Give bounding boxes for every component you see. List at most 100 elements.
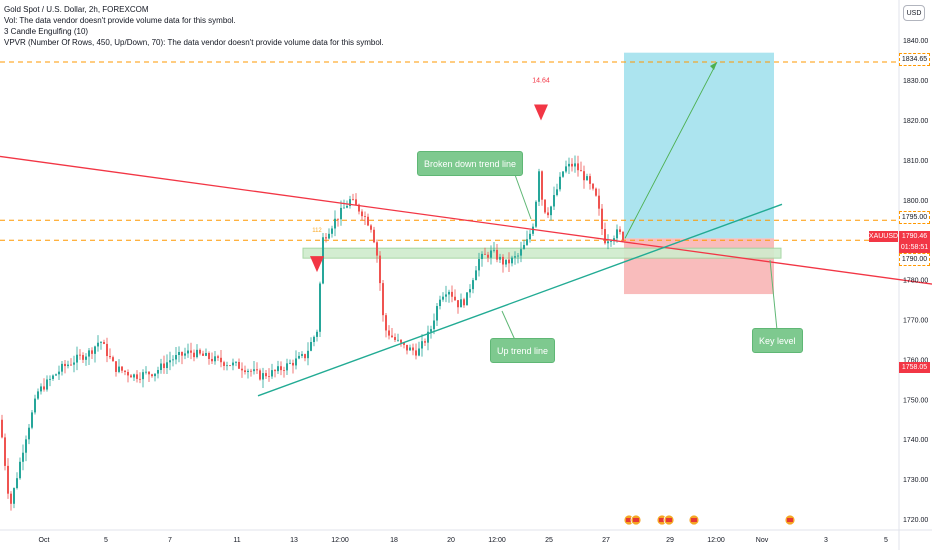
legend-vpvr[interactable]: VPVR (Number Of Rows, 450, Up/Down, 70):… <box>4 38 384 47</box>
time-tick-label: 12:00 <box>488 537 506 544</box>
candle-body <box>163 363 165 369</box>
candle-body <box>343 207 345 209</box>
candle-body <box>229 365 231 367</box>
candle-body <box>526 239 528 245</box>
candle-body <box>160 363 162 371</box>
key-level-zone <box>302 247 782 259</box>
candle-body <box>208 352 210 359</box>
time-tick-label: Oct <box>39 537 50 544</box>
candle-body <box>217 356 219 358</box>
target-price-tag: 1834.65 <box>899 53 930 66</box>
time-tick-label: 12:00 <box>707 537 725 544</box>
candle-body <box>214 356 216 362</box>
candle-body <box>85 356 87 360</box>
time-tick-label: 3 <box>824 537 828 544</box>
candle-body <box>109 356 111 358</box>
price-tick-label: 1800.00 <box>903 198 928 205</box>
candle-body <box>1 419 3 438</box>
candle-body <box>157 370 159 374</box>
candle-body <box>433 320 435 330</box>
candle-body <box>58 371 60 375</box>
time-tick-label: Nov <box>756 537 769 544</box>
candle-body <box>64 363 66 367</box>
price-tick-label: 1840.00 <box>903 38 928 45</box>
candle-body <box>76 354 78 363</box>
down-trendline <box>0 155 932 285</box>
event-flag-icon <box>659 518 665 522</box>
candle-body <box>4 437 6 466</box>
candle-body <box>430 329 432 332</box>
candle-body <box>448 291 450 295</box>
candle-body <box>406 344 408 351</box>
candle-body <box>595 188 597 196</box>
candle-body <box>112 357 114 362</box>
candle-body <box>622 231 624 241</box>
candle-body <box>340 207 342 220</box>
candle-body <box>46 379 48 390</box>
candle-body <box>133 374 135 378</box>
candle-body <box>583 171 585 181</box>
candle-body <box>391 335 393 338</box>
projection-arrow-head <box>710 62 717 71</box>
legend-title[interactable]: Gold Spot / U.S. Dollar, 2h, FOREXCOM <box>4 5 149 14</box>
candle-body <box>202 353 204 356</box>
candle-body <box>244 370 246 373</box>
candle-body <box>172 359 174 361</box>
candle-body <box>100 342 102 343</box>
candle-body <box>382 283 384 316</box>
candle-body <box>91 350 93 354</box>
candle-body <box>271 370 273 377</box>
candle-body <box>358 204 360 212</box>
legend-vol[interactable]: Vol: The data vendor doesn't provide vol… <box>4 16 236 25</box>
candle-body <box>190 350 192 353</box>
symbol-tag: XAUUSD <box>868 231 899 242</box>
candle-body <box>127 371 129 376</box>
price-tick-label: 1740.00 <box>903 437 928 444</box>
candle-body <box>169 360 171 363</box>
candle-body <box>7 465 9 494</box>
up-trend-callout[interactable]: Up trend line <box>490 338 556 363</box>
candle-body <box>247 370 249 373</box>
candle-body <box>454 296 456 301</box>
candle-body <box>268 376 270 378</box>
candle-body <box>94 346 96 354</box>
broken-trend-callout[interactable]: Broken down trend line <box>417 151 524 176</box>
candle-body <box>388 330 390 336</box>
candle-body <box>31 412 33 428</box>
candle-body <box>289 362 291 364</box>
candle-body <box>328 233 330 239</box>
marker-value-label: 14.64 <box>532 78 550 85</box>
candle-body <box>619 229 621 232</box>
candle-body <box>499 256 501 260</box>
candle-body <box>394 337 396 340</box>
candle-body <box>613 238 615 242</box>
candle-body <box>421 341 423 349</box>
candle-body <box>313 336 315 343</box>
candle-body <box>424 341 426 343</box>
candle-body <box>277 366 279 372</box>
event-flag-icon <box>626 518 632 522</box>
price-tick-label: 1720.00 <box>903 517 928 524</box>
candle-body <box>475 270 477 281</box>
event-flag-icon <box>633 518 639 522</box>
candle-body <box>175 354 177 360</box>
candle-body <box>559 176 561 190</box>
legend-engulfing[interactable]: 3 Candle Engulfing (10) <box>4 27 89 36</box>
price-tick-label: 1780.00 <box>903 278 928 285</box>
candle-body <box>514 256 516 258</box>
candle-body <box>466 292 468 306</box>
candle-body <box>517 255 519 257</box>
currency-button[interactable]: USD <box>903 5 925 21</box>
candle-body <box>52 375 54 379</box>
candle-body <box>121 366 123 371</box>
time-tick-label: 25 <box>545 537 553 544</box>
key-level-callout[interactable]: Key level <box>752 328 803 353</box>
price-tick-label: 1760.00 <box>903 357 928 364</box>
candle-body <box>385 315 387 331</box>
candle-body <box>187 350 189 354</box>
candle-body <box>145 371 147 373</box>
candle-body <box>493 249 495 251</box>
candle-body <box>553 195 555 207</box>
